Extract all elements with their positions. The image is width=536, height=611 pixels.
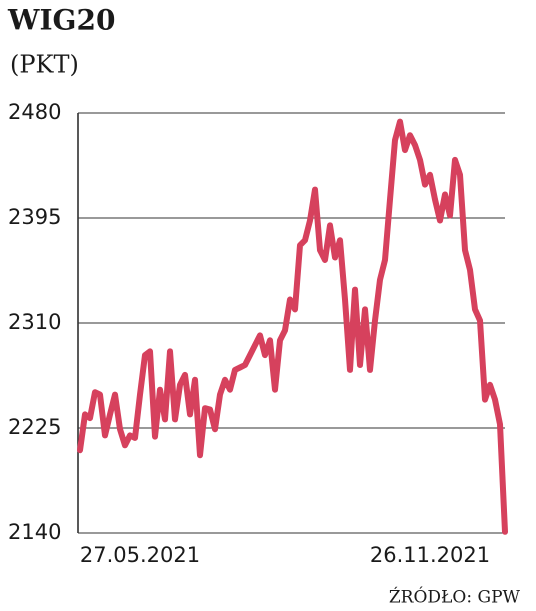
y-tick-label: 2140 xyxy=(8,520,61,544)
x-tick-label: 27.05.2021 xyxy=(80,543,200,567)
x-tick-label: 26.11.2021 xyxy=(370,543,490,567)
data-line xyxy=(77,118,508,535)
chart-subtitle: (PKT) xyxy=(10,51,79,79)
y-tick-label: 2225 xyxy=(8,415,61,439)
y-tick-label: 2395 xyxy=(8,205,61,229)
y-tick-label: 2480 xyxy=(8,100,61,124)
source: ŹRÓDŁO: GPW xyxy=(389,587,521,608)
chart-title: WIG20 xyxy=(7,4,115,37)
y-tick-label: 2310 xyxy=(8,310,61,334)
